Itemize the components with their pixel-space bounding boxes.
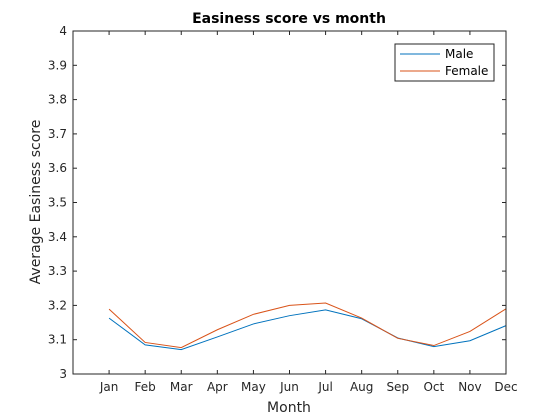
- x-tick-label: Sep: [386, 380, 409, 394]
- y-tick-label: 3.8: [48, 93, 67, 107]
- x-tick-label: May: [241, 380, 266, 394]
- x-tick-label: Oct: [423, 380, 444, 394]
- legend-label-female: Female: [445, 64, 488, 78]
- x-tick-label: Apr: [207, 380, 228, 394]
- legend-label-male: Male: [445, 47, 473, 61]
- x-tick-label: Jul: [317, 380, 332, 394]
- chart-title: Easiness score vs month: [192, 11, 386, 27]
- legend-box: [394, 43, 495, 82]
- y-tick-label: 3.1: [48, 333, 67, 347]
- series-line-female: [108, 302, 507, 349]
- legend: Male Female: [394, 43, 495, 82]
- x-tick-label: Dec: [494, 380, 517, 394]
- series-layer: [108, 302, 507, 351]
- plot-area: [73, 31, 506, 374]
- x-axis-title: Month: [267, 400, 311, 416]
- y-tick-label: 3.2: [48, 298, 67, 312]
- y-tick-label: 3.5: [48, 196, 67, 210]
- y-tick-label: 3.6: [48, 161, 67, 175]
- x-tick-label: Feb: [135, 380, 156, 394]
- x-tick-label: Jun: [279, 380, 299, 394]
- y-tick-label: 3.3: [48, 264, 67, 278]
- x-tick-label: Aug: [350, 380, 373, 394]
- y-axis-title: Average Easiness score: [28, 120, 44, 285]
- x-tick-label: Nov: [458, 380, 481, 394]
- series-line-male: [108, 309, 507, 351]
- y-tick-label: 3.4: [48, 230, 67, 244]
- x-tick-label: Mar: [170, 380, 193, 394]
- y-tick-label: 3: [59, 367, 67, 381]
- y-tick-label: 3.9: [48, 58, 67, 72]
- y-tick-label: 3.7: [48, 127, 67, 141]
- y-tick-label: 4: [59, 24, 67, 38]
- axes: Jan Feb Mar Apr May Jun Jul Aug Sep Oct Nov Dec 3 3.1…: [48, 24, 518, 394]
- x-tick-label: Jan: [99, 380, 119, 394]
